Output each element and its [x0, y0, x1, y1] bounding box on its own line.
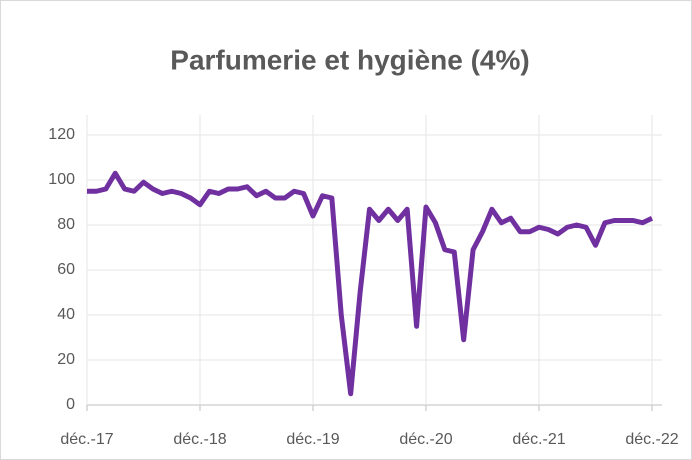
y-tick-label: 120 [48, 126, 75, 143]
y-tick-label: 20 [57, 351, 75, 368]
y-tick-label: 100 [48, 171, 75, 188]
y-tick-label: 60 [57, 261, 75, 278]
x-tick-label: déc.-21 [512, 431, 565, 448]
y-tick-label: 0 [66, 396, 75, 413]
x-tick-label: déc.-19 [286, 431, 339, 448]
x-tick-label: déc.-18 [173, 431, 226, 448]
y-tick-label: 80 [57, 216, 75, 233]
y-tick-label: 40 [57, 306, 75, 323]
x-tick-label: déc.-17 [60, 431, 113, 448]
chart-title: Parfumerie et hygiène (4%) [170, 44, 529, 75]
x-tick-label: déc.-22 [625, 431, 678, 448]
data-line [87, 170, 654, 397]
x-tick-label: déc.-20 [399, 431, 452, 448]
